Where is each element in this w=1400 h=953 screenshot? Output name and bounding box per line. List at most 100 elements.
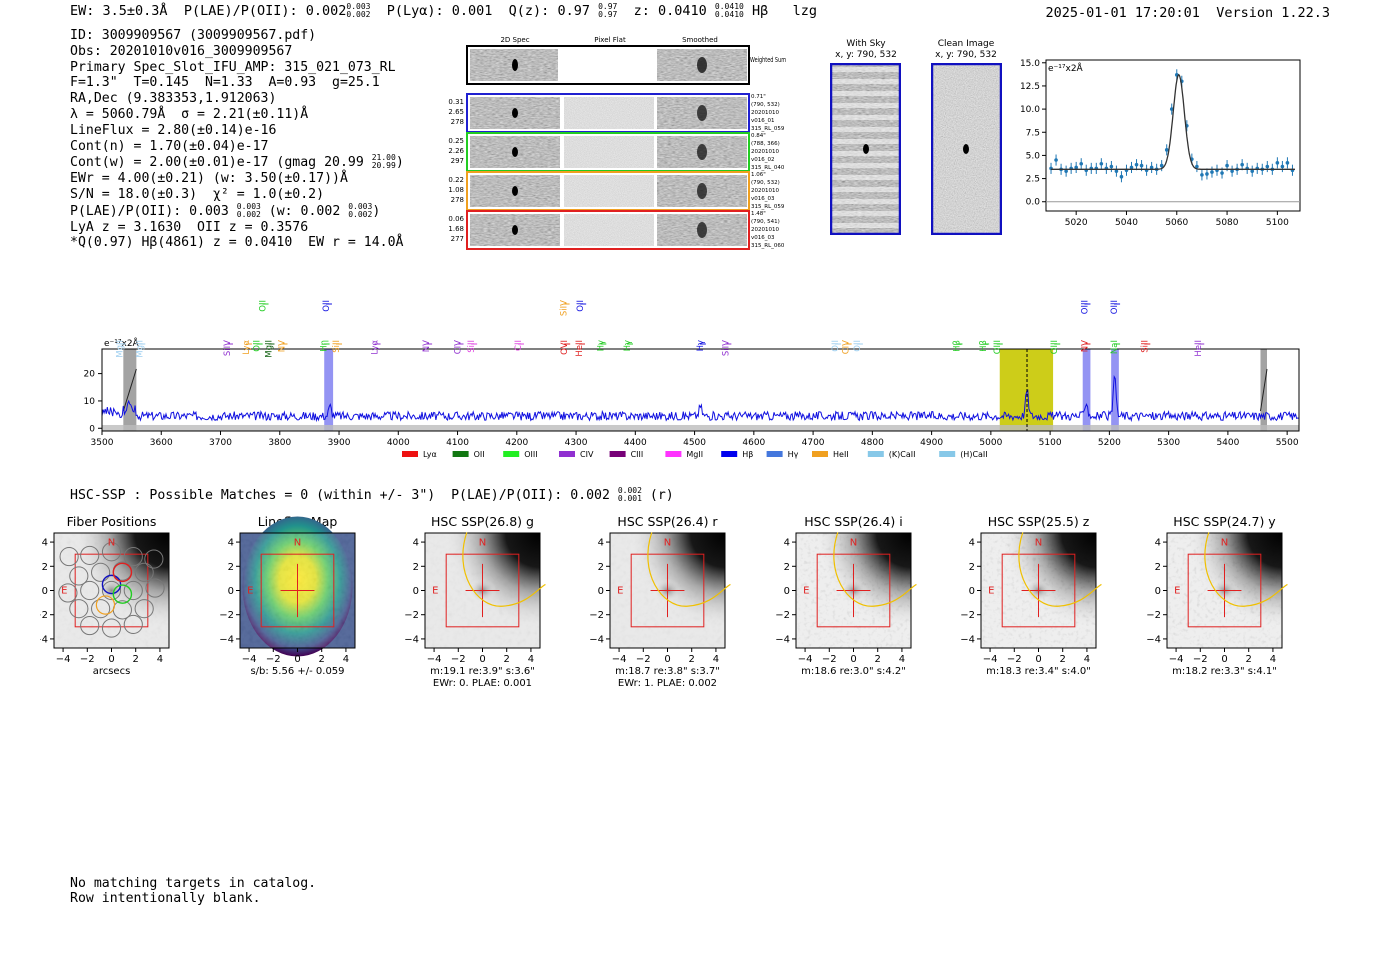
header-line: Hβ lzg	[751, 3, 817, 19]
fit-ylabel: e⁻¹⁷x2Å	[1048, 62, 1084, 74]
hsc-hi: 0.002	[617, 486, 642, 495]
info-contw-hi: 21.00	[371, 153, 396, 163]
line-id-label: OIII	[993, 340, 1003, 354]
fit-point	[1149, 165, 1154, 170]
sky-band	[830, 211, 901, 216]
line-id-label: MgII	[135, 340, 145, 358]
line-id-label: Hβ	[979, 340, 989, 352]
legend-swatch	[766, 451, 783, 457]
header-plae-hi: 0.003	[346, 2, 371, 11]
weighted-sum-row: Weighted Sum	[466, 45, 786, 85]
legend-label: Hβ	[742, 450, 753, 459]
fiber-circle	[69, 566, 89, 586]
fiber-circle	[123, 547, 143, 567]
fit-point	[1210, 170, 1214, 174]
sky-band	[830, 67, 901, 72]
fit-point	[1195, 164, 1199, 169]
full-spectrum-plot: e⁻¹⁷x2Å 3500 3600 3700 3800 3900 4000 4100 4200…	[84, 300, 1300, 459]
legend-label: MgII	[686, 450, 703, 459]
line-id-label: OII	[576, 300, 586, 312]
panel-xtick-label: 2	[1060, 654, 1066, 665]
sky-band	[830, 91, 901, 96]
fit-point	[1285, 161, 1290, 165]
spectrum-xtick-label: 3500	[91, 438, 114, 448]
panel-ytick-label: 4	[228, 538, 234, 549]
legend-swatch	[609, 451, 626, 457]
cutout-row-stat: 0.06	[448, 215, 464, 223]
line-id-label: MgII	[116, 340, 126, 358]
cutout-row-meta: 315_RL_059	[751, 204, 785, 210]
east-label: E	[617, 586, 623, 597]
panel-xtick-label: −2	[1193, 654, 1208, 665]
fit-point	[1054, 158, 1058, 162]
fit-point	[1225, 163, 1229, 168]
fiber-circle	[58, 583, 78, 603]
panel-ytick-label: 2	[413, 562, 419, 573]
line-id-label: SiIV	[721, 340, 731, 356]
line-id-label: OIII	[1050, 340, 1060, 354]
fit-point	[1064, 169, 1068, 173]
footer-line-1: No matching targets in catalog.	[70, 876, 317, 891]
line-id-label: OII	[831, 340, 841, 352]
panel-xtick-label: 2	[1246, 654, 1252, 665]
panel-xtick-label: 2	[133, 654, 139, 665]
line-id-label: NaI	[1110, 340, 1120, 354]
neighbor-ellipse	[647, 532, 731, 607]
spectrum-highlight	[1111, 349, 1119, 431]
panel-xtick-label: 0	[479, 654, 485, 665]
info-lambda: λ = 5060.79Å σ = 2.21(±0.11)Å	[70, 106, 309, 122]
version: Version 1.22.3	[1216, 5, 1330, 21]
cutout-row-stat: 0.31	[448, 98, 464, 106]
header-summary: EW: 3.5±0.3Å P(LAE)/P(OII): 0.0020.003 0.…	[70, 2, 817, 20]
line-id-label: OII	[253, 340, 263, 352]
fit-point	[1099, 161, 1104, 166]
spectrum-highlight	[999, 349, 1054, 431]
fit-point	[1139, 163, 1144, 168]
cutout-row-meta: (790, 532)	[751, 180, 780, 186]
info-plae-hi: 0.003	[236, 201, 261, 211]
panel-caption: m:19.1 re:3.9" s:3.6"	[430, 666, 535, 677]
fit-point	[1230, 169, 1234, 173]
cutout-row-stat: 1.68	[448, 225, 464, 233]
panel-caption: m:18.3 re:3.4" s:4.0"	[986, 666, 1091, 677]
panel-xtick-label: −4	[612, 654, 627, 665]
panel-xtick-label: 0	[108, 654, 114, 665]
fit-ytick-label: 15.0	[1020, 59, 1040, 69]
cutout-row-meta: 20201010	[751, 110, 779, 116]
panel-ytick-label: 2	[598, 562, 604, 573]
fiber-red	[112, 562, 133, 583]
line-id-label: OII	[322, 300, 332, 312]
with-sky-xy: x, y: 790, 532	[835, 50, 897, 60]
fit-ytick-label: 12.5	[1020, 82, 1040, 92]
north-label: N	[479, 538, 486, 549]
panel-caption-2: EWr: 0. PLAE: 0.001	[433, 678, 532, 689]
panel-title: HSC SSP(26.8) g	[431, 514, 534, 529]
sky-band	[830, 163, 901, 168]
legend-label: HeII	[833, 450, 849, 459]
detection-info: ID: 3009909567 (3009909567.pdf) Obs: 202…	[70, 28, 404, 251]
clean-image-xy: x, y: 790, 532	[935, 50, 997, 60]
cutout-source	[512, 108, 518, 118]
hsc-text: HSC-SSP : Possible Matches = 0 (within +…	[70, 488, 610, 503]
image-panel: Fiber Positions N E −4 −4 −2 −2 0 0 2 2 4 4 arcsecs	[40, 514, 170, 677]
line-id-label: OII	[853, 340, 863, 352]
col-title-2dspec: 2D Spec	[500, 36, 529, 44]
cutout-row-meta: 0.84"	[751, 133, 766, 139]
fit-point	[1159, 163, 1164, 168]
line-id-label: CII	[514, 340, 524, 351]
legend-swatch	[939, 451, 956, 457]
header-z-lo: 0.0410	[714, 10, 744, 19]
panel-xtick-label: −4	[427, 654, 442, 665]
fiber-circle	[145, 578, 165, 598]
cutout-smoothed-source	[697, 222, 707, 238]
fit-point	[1134, 162, 1139, 167]
cutout-source	[512, 225, 518, 235]
panel-title: HSC SSP(24.7) y	[1173, 514, 1276, 529]
cutout-row-stat: 1.08	[448, 186, 464, 194]
east-label: E	[61, 586, 67, 597]
panel-caption-2: EWr: 1. PLAE: 0.002	[618, 678, 717, 689]
spectrum-xtick-label: 4300	[565, 438, 588, 448]
panel-title: HSC SSP(26.4) r	[617, 514, 718, 529]
